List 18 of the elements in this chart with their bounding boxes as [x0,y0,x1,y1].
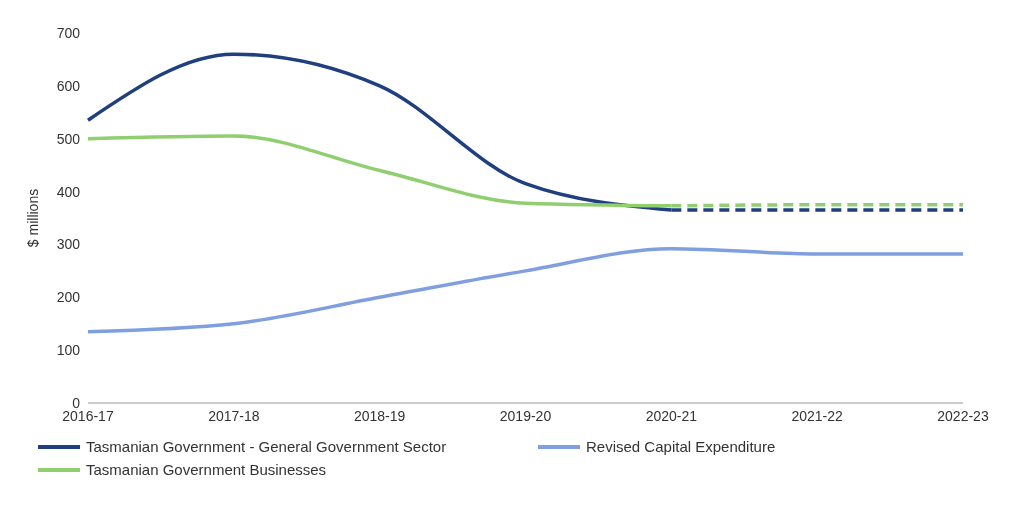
x-tick-label: 2020-21 [645,407,698,424]
y-tick-label: 100 [56,342,81,359]
y-axis-title: $ millions [24,188,41,248]
y-tick-label: 500 [56,130,81,147]
legend-label: Revised Capital Expenditure [586,438,776,455]
y-tick-label: 200 [56,289,81,306]
x-tick-label: 2018-19 [353,407,406,424]
legend-label: Tasmanian Government Businesses [86,461,327,478]
x-tick-label: 2021-22 [791,407,844,424]
y-tick-label: 600 [56,77,81,94]
legend-label: Tasmanian Government - General Government Sector [86,438,447,455]
x-tick-label: 2022-23 [937,407,989,424]
y-tick-label: 700 [56,24,81,41]
x-tick-label: 2017-18 [208,407,260,424]
line-series [86,246,965,334]
x-tick-label: 2019-20 [499,407,552,424]
y-tick-label: 400 [56,183,81,200]
y-tick-label: 300 [56,236,81,253]
